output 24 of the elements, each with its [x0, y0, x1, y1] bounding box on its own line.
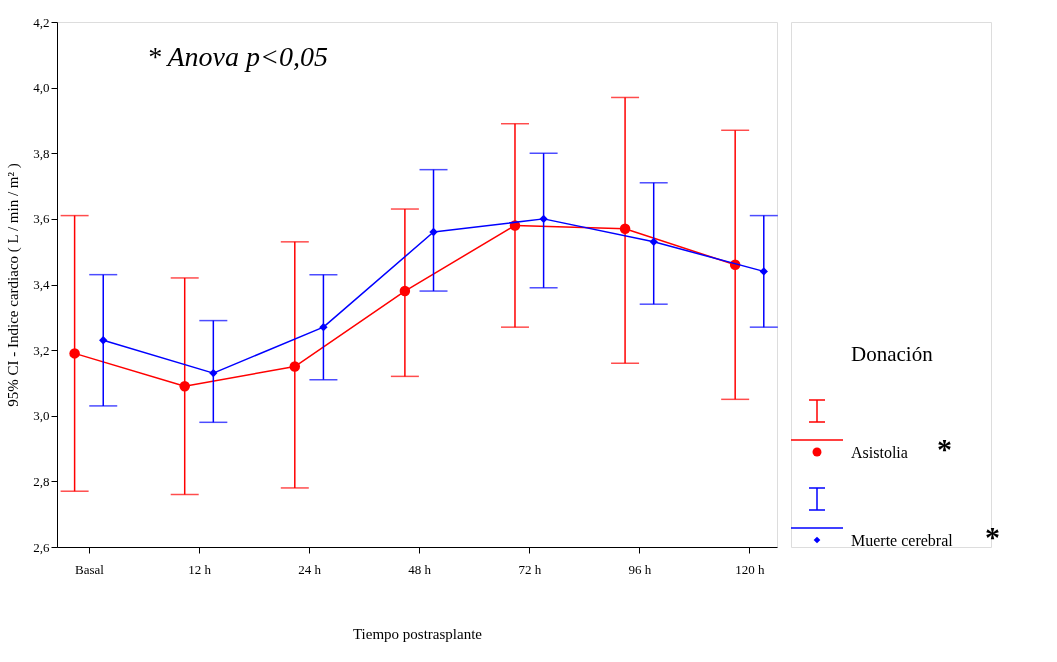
annotation: * Anova p<0,05 [147, 41, 328, 72]
legend-label: Asistolia [851, 444, 908, 461]
x-tick-label: 96 h [628, 561, 652, 577]
y-tick-label: 2,6 [33, 539, 50, 555]
text: * [985, 520, 1000, 553]
legend-title: Donación [851, 342, 934, 366]
y-tick-label: 4,0 [33, 80, 50, 96]
y-tick-label: 4,2 [33, 14, 50, 30]
x-tick-label: Basal [74, 561, 105, 577]
y-axis-title: 95% CI - Indice cardiaco ( L / min / m² ) [5, 163, 23, 407]
y-tick-label: 3,6 [33, 211, 50, 227]
x-tick-label: 120 h [735, 561, 766, 577]
x-tick-label: 12 h [188, 561, 212, 577]
x-tick-label: 24 h [298, 561, 322, 577]
y-tick-label: 3,8 [33, 145, 50, 161]
x-tick-label: 72 h [518, 561, 542, 577]
text: * [937, 432, 952, 465]
x-axis-title: Tiempo postrasplante [352, 625, 483, 642]
y-tick-label: 3,0 [33, 408, 50, 424]
legend-label: Muerte cerebral [851, 532, 954, 549]
y-tick-label: 3,4 [33, 277, 50, 292]
y-tick-label: 3,2 [33, 342, 50, 358]
x-tick-label: 48 h [408, 561, 432, 577]
y-tick-label: 2,8 [33, 473, 50, 489]
